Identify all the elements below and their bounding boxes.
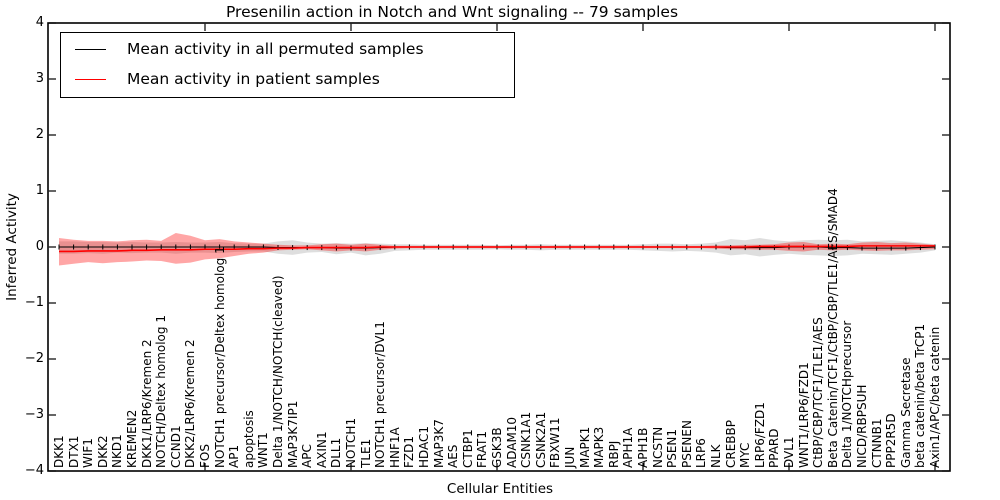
x-category-label: LRP6 <box>694 438 709 468</box>
x-category-label: APH1B <box>636 427 650 468</box>
x-category-label: MYC <box>738 442 753 468</box>
x-category-label: DTX1 <box>66 435 81 468</box>
patient-mean-line <box>59 245 935 253</box>
x-category-label: RBPJ <box>606 440 621 468</box>
x-category-label: LRP6/FZD1 <box>752 402 767 468</box>
x-category-label: FRAT1 <box>475 431 490 468</box>
x-category-label: PPP2R5D <box>884 413 899 468</box>
x-category-label: WIF1 <box>81 438 96 468</box>
x-category-label: AES <box>446 444 461 468</box>
x-category-label: FZD1 <box>402 436 417 468</box>
x-category-label: Delta 1/NOTCHprecursor <box>840 320 855 468</box>
x-category-label: DVL1 <box>782 436 796 468</box>
legend-label: Mean activity in patient samples <box>127 70 380 88</box>
y-tick-label: 2 <box>35 127 44 142</box>
legend: Mean activity in all permuted samples Me… <box>60 32 515 98</box>
x-category-label: NOTCH/Deltex homolog 1 <box>154 315 169 468</box>
x-category-label: PSENEN <box>679 420 694 468</box>
x-axis-title: Cellular Entities <box>446 481 554 497</box>
x-category-label: NCSTN <box>650 426 665 468</box>
chart-title: Presenilin action in Notch and Wnt signa… <box>225 3 679 21</box>
x-category-label: CTNNB1 <box>869 418 884 468</box>
y-tick-label: −4 <box>24 463 44 478</box>
x-category-label: apoptosis <box>241 410 256 468</box>
y-tick-label: −3 <box>24 407 44 422</box>
y-tick-label: 1 <box>35 183 44 198</box>
x-category-label: MAP3K7 <box>431 419 446 468</box>
plot-area <box>47 22 951 472</box>
x-category-label: Beta Catenin/TCF1/CtBP/CBP/TLE1/AES/SMAD… <box>825 188 840 468</box>
x-category-label: GSK3B <box>490 427 504 468</box>
x-category-label: beta catenin/beta TrCP1 <box>913 323 928 468</box>
x-category-label: Delta 1/NOTCH/NOTCH(cleaved) <box>271 275 285 468</box>
x-category-label: HDAC1 <box>417 425 431 468</box>
x-category-label: NOTCH1 <box>344 417 358 468</box>
x-category-label: APC <box>300 444 315 468</box>
x-category-label: NKD1 <box>110 434 125 468</box>
x-category-label: APH1A <box>621 427 636 468</box>
x-category-label: Gamma Secretase <box>898 357 913 468</box>
legend-line-sample-patient <box>75 78 106 80</box>
x-category-label: JUN <box>563 446 577 468</box>
legend-item: Mean activity in all permuted samples <box>61 35 514 63</box>
legend-item: Mean activity in patient samples <box>61 65 514 93</box>
x-category-label: PPARD <box>767 428 782 469</box>
x-category-label: MAPK3 <box>592 426 607 468</box>
x-category-label: CTBP1 <box>460 429 475 468</box>
x-category-label: WNT1/LRP6/FZD1 <box>796 362 811 468</box>
x-category-label: TLE1 <box>358 438 373 468</box>
x-category-label: NOTCH1 precursor/Deltex homolog 1 <box>212 246 227 468</box>
x-category-label: WNT1 <box>256 432 271 468</box>
x-category-label: NICD/RBPSUH <box>855 384 869 468</box>
x-category-label: ADAM10 <box>504 416 519 468</box>
y-tick-label: −2 <box>24 351 44 366</box>
x-category-label: CREBBP <box>723 420 738 468</box>
x-category-label: CtBP/CBP/TCF1/TLE1/AES <box>811 317 826 468</box>
y-tick-label: 4 <box>35 15 44 30</box>
y-tick-label: −1 <box>24 295 44 310</box>
x-category-label: MAPK1 <box>577 426 592 468</box>
x-category-label: HNF1A <box>387 427 402 468</box>
y-tick-label: 0 <box>35 239 44 254</box>
x-category-label: Axin1/APC/beta catenin <box>928 326 942 468</box>
x-category-label: MAP3K7IP1 <box>285 400 300 468</box>
x-category-label: DKK1/LRP6/Kremen 2 <box>139 339 154 468</box>
x-category-label: DKK2 <box>95 435 110 468</box>
y-tick-label: 3 <box>35 71 44 86</box>
x-category-label: AP1 <box>227 444 242 468</box>
legend-line-sample-permuted <box>75 48 106 50</box>
x-category-label: FOS <box>198 444 212 468</box>
x-category-label: CSNK1A1 <box>519 411 534 468</box>
x-category-label: NLK <box>709 444 723 468</box>
x-category-label: DLL1 <box>329 437 344 468</box>
x-category-label: DKK1 <box>52 435 66 468</box>
x-category-label: DKK2/LRP6/Kremen 2 <box>183 339 198 468</box>
x-category-label: NOTCH1 precursor/DVL1 <box>373 321 388 468</box>
x-category-label: PSEN1 <box>665 428 680 468</box>
x-category-label: CCND1 <box>168 425 183 468</box>
x-category-label: CSNK2A1 <box>533 411 548 468</box>
x-category-label: AXIN1 <box>314 431 329 468</box>
x-category-label: FBXW11 <box>548 417 563 469</box>
x-category-label: KREMEN2 <box>125 409 139 468</box>
legend-label: Mean activity in all permuted samples <box>127 40 424 58</box>
